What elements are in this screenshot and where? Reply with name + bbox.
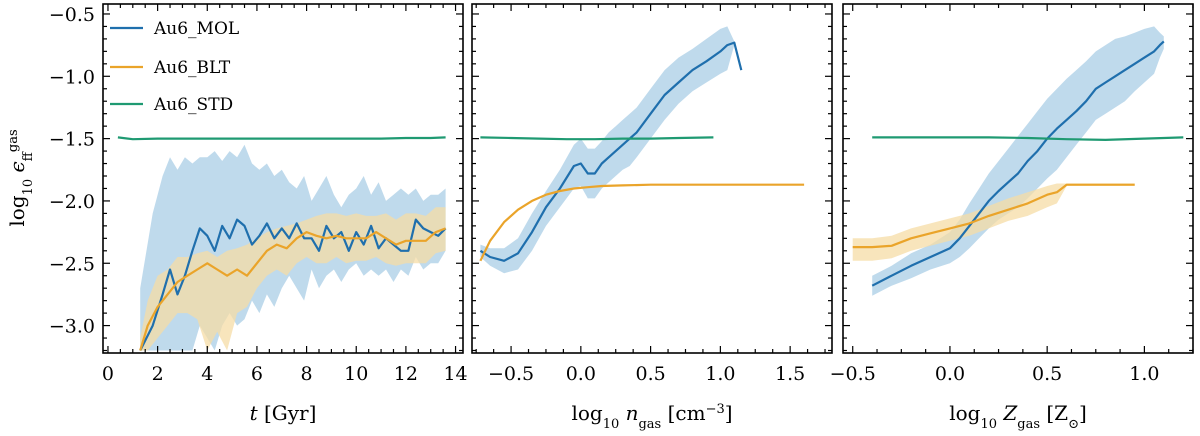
- legend: Au6_MOL Au6_BLT Au6_STD: [110, 19, 239, 115]
- series-line-std: [117, 136, 446, 141]
- plot-area: [479, 26, 805, 274]
- axes-frame: [471, 3, 833, 354]
- axes-frame: [102, 3, 464, 354]
- x-tick-label: 14: [443, 363, 467, 385]
- legend-label: Au6_STD: [153, 95, 233, 115]
- panel-density: −0.5 0.0 0.5 1.0 1.5 log10 ngas [cm−3]: [471, 3, 833, 432]
- y-tick-label: −2.5: [49, 253, 95, 275]
- plot-area: [117, 136, 447, 351]
- x-tick-label: 10: [344, 363, 368, 385]
- series-line-blt: [139, 227, 446, 351]
- panel-time: 0 2 4 6 8 10 12 14 −3.0 −2.5 −2.0 −1.5 −1.0 −0.5 t [Gy…: [49, 3, 468, 425]
- x-axis-label: log10 ngas [cm−3]: [571, 401, 732, 432]
- x-tick-label: 8: [301, 363, 313, 385]
- x-axis-label: t [Gyr]: [250, 401, 317, 425]
- x-tick-label: 4: [201, 363, 213, 385]
- band-mol: [480, 26, 742, 274]
- x-tick-label: 0.5: [1032, 363, 1062, 385]
- x-tick-label: 1.5: [775, 363, 805, 385]
- band-mol: [872, 26, 1164, 296]
- x-tick-label: 2: [152, 363, 164, 385]
- legend-label: Au6_BLT: [153, 58, 231, 78]
- band-blt: [852, 183, 1135, 261]
- x-tick-label: 0: [102, 363, 114, 385]
- x-tick-label: 0.0: [935, 363, 965, 385]
- series-line-std: [480, 136, 714, 141]
- y-tick-label: −3.0: [49, 316, 95, 338]
- y-tick-label: −0.5: [49, 4, 95, 26]
- x-tick-label: 0.5: [635, 363, 665, 385]
- y-tick-label: −1.0: [49, 66, 95, 88]
- x-tick-label: 1.0: [1129, 363, 1159, 385]
- plot-area: [852, 26, 1184, 296]
- x-tick-label: 1.0: [705, 363, 735, 385]
- y-axis-label-group: log10 ϵffgas: [5, 129, 36, 226]
- x-tick-label: −0.5: [830, 363, 876, 385]
- x-tick-label: −0.5: [488, 363, 534, 385]
- x-tick-label: 12: [394, 363, 418, 385]
- series-line-std: [872, 136, 1184, 141]
- series-line-blt: [479, 183, 805, 262]
- y-tick-label: −2.0: [49, 191, 95, 213]
- y-tick-label: −1.5: [49, 129, 95, 151]
- series-line-mol: [479, 41, 743, 262]
- panel-metallicity: −0.5 0.0 0.5 1.0 log10 Zgas [Z⊙]: [830, 3, 1194, 432]
- series-line-blt: [852, 183, 1135, 249]
- axes-frame: [842, 3, 1194, 354]
- x-axis-label: log10 Zgas [Z⊙]: [949, 401, 1087, 432]
- x-tick-label: 6: [251, 363, 263, 385]
- series-line-mol: [871, 40, 1165, 287]
- band-blt: [140, 207, 446, 351]
- series-line-mol: [139, 218, 447, 351]
- legend-label: Au6_MOL: [153, 19, 239, 39]
- y-axis-label: log10 ϵffgas: [5, 129, 36, 226]
- x-tick-label: 0.0: [566, 363, 596, 385]
